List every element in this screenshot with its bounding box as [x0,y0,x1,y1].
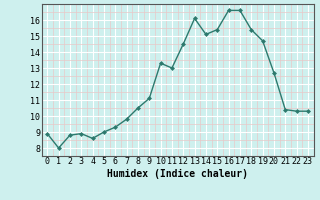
X-axis label: Humidex (Indice chaleur): Humidex (Indice chaleur) [107,169,248,179]
